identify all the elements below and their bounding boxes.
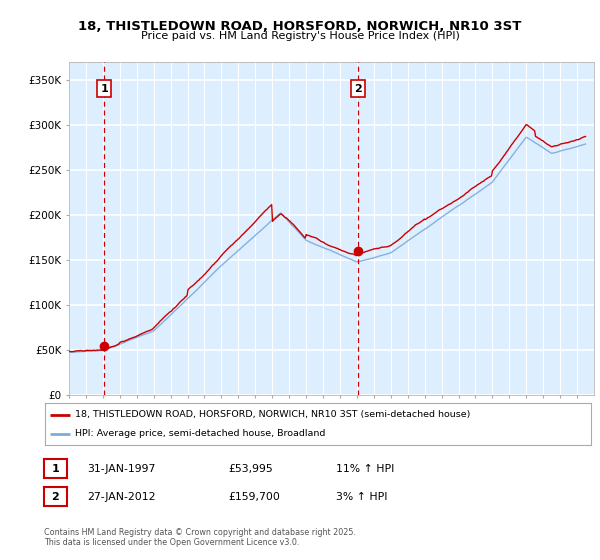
- Text: 11% ↑ HPI: 11% ↑ HPI: [336, 464, 394, 474]
- Text: £53,995: £53,995: [228, 464, 273, 474]
- Text: 2: 2: [52, 492, 59, 502]
- Text: 1: 1: [52, 464, 59, 474]
- Text: £159,700: £159,700: [228, 492, 280, 502]
- Text: Contains HM Land Registry data © Crown copyright and database right 2025.
This d: Contains HM Land Registry data © Crown c…: [44, 528, 356, 547]
- Text: 3% ↑ HPI: 3% ↑ HPI: [336, 492, 388, 502]
- Text: 18, THISTLEDOWN ROAD, HORSFORD, NORWICH, NR10 3ST: 18, THISTLEDOWN ROAD, HORSFORD, NORWICH,…: [79, 20, 521, 32]
- Text: 1: 1: [100, 83, 108, 94]
- Text: 27-JAN-2012: 27-JAN-2012: [87, 492, 155, 502]
- Text: HPI: Average price, semi-detached house, Broadland: HPI: Average price, semi-detached house,…: [75, 430, 325, 438]
- Text: Price paid vs. HM Land Registry's House Price Index (HPI): Price paid vs. HM Land Registry's House …: [140, 31, 460, 41]
- Text: 31-JAN-1997: 31-JAN-1997: [87, 464, 155, 474]
- Text: 18, THISTLEDOWN ROAD, HORSFORD, NORWICH, NR10 3ST (semi-detached house): 18, THISTLEDOWN ROAD, HORSFORD, NORWICH,…: [75, 410, 470, 419]
- Text: 2: 2: [355, 83, 362, 94]
